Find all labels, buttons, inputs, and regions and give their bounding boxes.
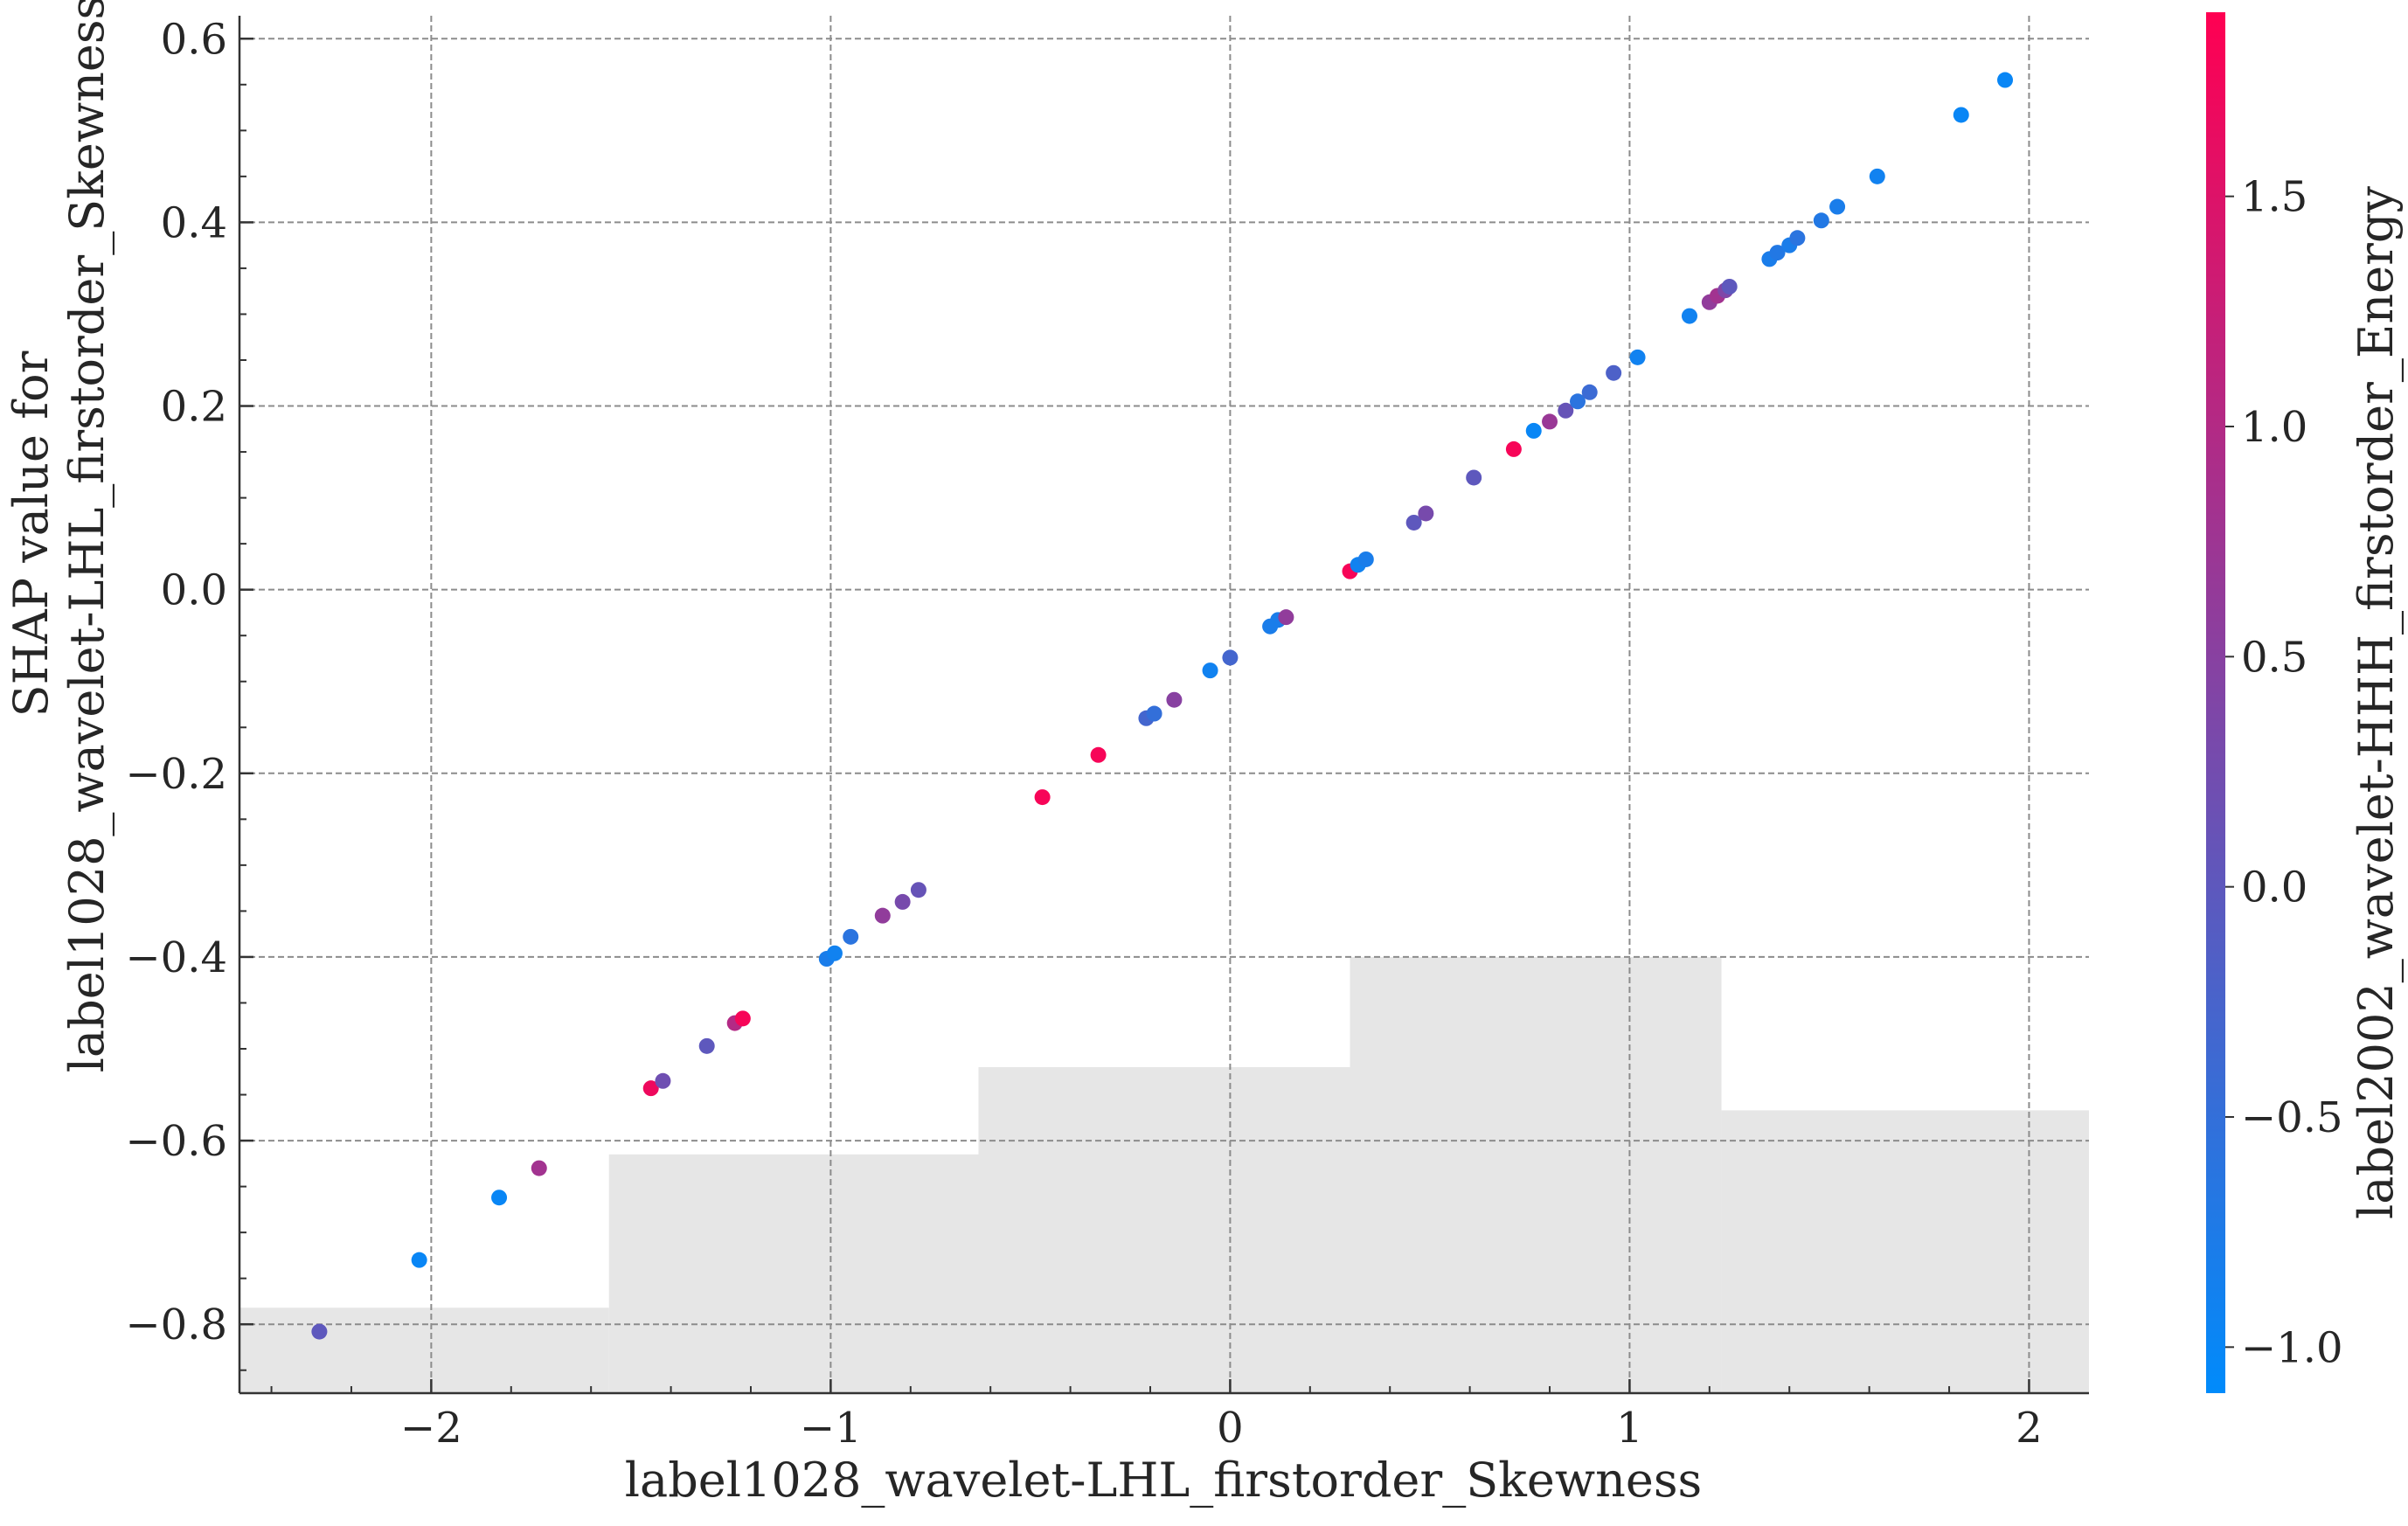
x-tick-label: 2 [2016, 1404, 2043, 1453]
x-tick-label: 1 [1616, 1404, 1643, 1453]
data-point [1869, 168, 1885, 184]
data-point [1202, 662, 1218, 679]
data-point [1146, 705, 1162, 722]
data-point [1505, 440, 1522, 457]
y-tick-label: 0.0 [161, 566, 227, 615]
data-point [642, 1080, 659, 1097]
data-point [1789, 230, 1806, 246]
data-point [843, 928, 859, 945]
y-tick-label: −0.2 [125, 750, 227, 799]
x-ticks: −2 −1 0 1 2 [270, 1379, 2043, 1453]
data-point [655, 1072, 671, 1089]
data-point [1681, 308, 1697, 324]
data-point [1629, 349, 1646, 365]
data-point [1721, 278, 1738, 295]
colorbar-title: label2002_wavelet-HHH_firstorder_Energy [2349, 186, 2404, 1219]
data-point [1829, 198, 1846, 215]
data-point [1405, 514, 1422, 531]
data-point [698, 1037, 715, 1054]
colorbar-tick-label: −1.0 [2241, 1323, 2343, 1372]
y-tick-label: 0.4 [161, 198, 227, 247]
colorbar [2206, 12, 2225, 1393]
y-axis-title-line-2: label1028_wavelet-LHL_firstorder_Skewnes… [59, 0, 115, 1072]
data-point [910, 882, 926, 898]
y-tick-label: −0.6 [125, 1117, 227, 1166]
x-tick-label: −2 [400, 1404, 462, 1453]
data-point [311, 1323, 328, 1340]
x-axis-title: label1028_wavelet-LHL_firstorder_Skewnes… [625, 1453, 1703, 1508]
y-tick-label: 0.6 [161, 15, 227, 64]
histogram-bar [1721, 1110, 2089, 1393]
data-point [1090, 746, 1107, 763]
scatter-points [311, 72, 2014, 1340]
colorbar-tick-label: 1.0 [2241, 403, 2307, 452]
data-point [1570, 393, 1586, 410]
histogram-bar [1350, 956, 1722, 1393]
data-point [874, 907, 891, 924]
data-point [411, 1252, 427, 1268]
data-point [1466, 469, 1482, 486]
data-point [1034, 789, 1051, 806]
data-point [894, 893, 911, 910]
gridlines [239, 16, 2089, 1393]
data-point [491, 1190, 508, 1206]
data-point [531, 1160, 547, 1176]
data-point [1525, 422, 1542, 439]
y-tick-label: −0.4 [125, 933, 227, 982]
data-point [1357, 551, 1374, 567]
data-point [826, 945, 843, 961]
feature-histogram [239, 956, 2089, 1393]
colorbar-tick-label: 1.5 [2241, 173, 2307, 222]
data-point [1997, 72, 2014, 88]
colorbar-tick-label: −0.5 [2241, 1093, 2343, 1142]
data-point [1222, 649, 1239, 666]
data-point [1542, 413, 1558, 430]
data-point [1418, 505, 1434, 522]
y-ticks: −0.8 −0.6 −0.4 −0.2 0.0 0.2 0.4 0.6 [125, 15, 253, 1371]
data-point [1558, 402, 1574, 419]
data-point [1581, 384, 1598, 400]
histogram-bar [239, 1308, 609, 1393]
y-axis-title-line-1: SHAP value for [3, 350, 59, 717]
data-point [1953, 107, 1969, 123]
colorbar-ticks: −1.0 −0.5 0.0 0.5 1.0 1.5 [2225, 173, 2343, 1372]
data-point [1813, 212, 1829, 229]
axes [238, 16, 2089, 1395]
x-tick-label: 0 [1217, 1404, 1244, 1453]
data-point [1606, 364, 1622, 381]
data-point [1278, 609, 1294, 626]
y-tick-label: −0.8 [125, 1301, 227, 1349]
colorbar-tick-label: 0.0 [2241, 864, 2307, 912]
colorbar-tick-label: 0.5 [2241, 633, 2307, 682]
data-point [1166, 691, 1183, 708]
data-point [734, 1010, 751, 1027]
x-tick-label: −1 [800, 1404, 862, 1453]
histogram-bar [978, 1067, 1350, 1393]
histogram-bar [608, 1154, 979, 1393]
data-point [1769, 245, 1786, 261]
y-tick-label: 0.2 [161, 383, 227, 432]
